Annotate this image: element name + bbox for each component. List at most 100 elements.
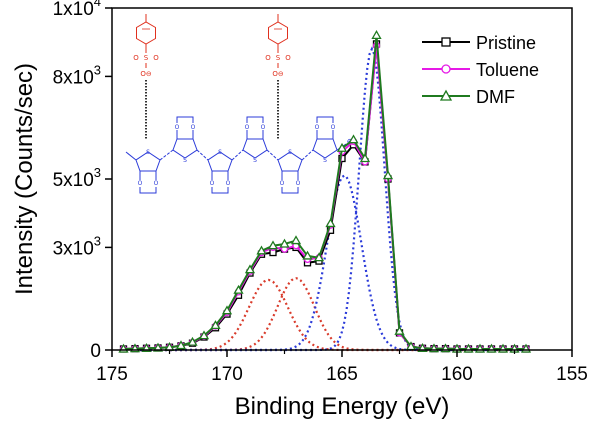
edot-unit: S O O — [135, 149, 161, 194]
y-tick-label: 0 — [90, 341, 101, 362]
y-tick-label: 5x103 — [53, 165, 101, 191]
data-point — [371, 30, 382, 40]
data-point — [394, 325, 405, 335]
y-tick-label: 1x104 — [53, 0, 101, 20]
series-line — [123, 45, 526, 350]
legend-label: DMF — [476, 87, 515, 107]
data-point — [152, 342, 164, 352]
tosylate-anion: O S OO⊖ — [265, 14, 291, 140]
ethylene-bridge — [316, 116, 334, 123]
data-series — [118, 30, 532, 353]
data-point — [233, 284, 244, 294]
x-axis-title: Binding Energy (eV) — [235, 393, 450, 420]
fit-peak-curve — [135, 46, 526, 352]
ether-oxygen: O — [191, 124, 196, 131]
data-point — [348, 134, 359, 144]
data-point — [267, 240, 279, 250]
data-point — [221, 305, 233, 315]
ether-oxygen: O — [226, 180, 231, 187]
legend: Pristine Toluene DMF — [422, 33, 539, 107]
legend-label: Pristine — [476, 33, 536, 53]
data-point — [256, 245, 267, 255]
thiophene-sulfur: S — [218, 149, 222, 156]
data-point — [382, 170, 394, 180]
backbone-bond — [266, 149, 279, 161]
y-axis-title: Intensity (Counts/sec) — [11, 63, 38, 295]
thiophene-ring — [277, 151, 303, 172]
fit-peaks — [135, 46, 526, 352]
data-point — [441, 64, 451, 74]
edot-unit: S O O — [242, 116, 268, 164]
series-toluene — [119, 41, 530, 353]
ether-oxygen: O — [315, 124, 320, 131]
ether-oxygen: O — [280, 180, 285, 187]
ether-oxygen: O — [138, 180, 143, 187]
ether-oxygen: O — [331, 124, 336, 131]
backbone-bond — [196, 149, 209, 161]
sulfonate-oxygen-left: O — [265, 54, 271, 62]
sulfonate-sulfur: S — [276, 54, 281, 62]
ether-oxygen: O — [245, 124, 250, 131]
sulfonate-oxygen-right: O — [285, 54, 291, 62]
y-tick-label: 8x103 — [53, 62, 101, 88]
ether-oxygen: O — [210, 180, 215, 187]
ether-oxygen: O — [175, 124, 180, 131]
sulfonate-sulfur: S — [144, 54, 149, 62]
series-pristine — [119, 40, 530, 353]
thiophene-ring — [242, 138, 268, 159]
thiophene-sulfur: S — [183, 157, 187, 164]
data-point — [313, 252, 325, 262]
thiophene-ring — [172, 138, 198, 159]
ether-oxygen: O — [296, 180, 301, 187]
thiophene-ring — [135, 151, 161, 172]
data-point — [441, 37, 451, 47]
backbone-bond — [301, 149, 314, 161]
ether-oxygen: O — [261, 124, 266, 131]
ethylene-bridge — [176, 116, 194, 123]
edot-unit: S O O — [172, 116, 198, 164]
series-dmf — [118, 30, 532, 353]
tosylate-anion: O S OO⊖ — [133, 14, 159, 140]
benzene-ring — [268, 21, 288, 45]
thiophene-sulfur: S — [146, 149, 150, 156]
edot-unit: S O O — [207, 149, 233, 194]
legend-label: Toluene — [476, 60, 539, 80]
series-line — [123, 35, 526, 350]
x-tick-label: 155 — [556, 364, 588, 385]
x-tick-label: 165 — [326, 364, 358, 385]
thiophene-sulfur: S — [323, 157, 327, 164]
data-point — [210, 320, 221, 330]
y-tick-label: 3x103 — [53, 233, 101, 259]
data-point — [244, 264, 256, 274]
ethylene-bridge — [246, 116, 264, 123]
data-point — [325, 218, 336, 228]
tosylate-charge: O⊖ — [140, 70, 151, 78]
thiophene-sulfur: S — [253, 157, 257, 164]
thiophene-sulfur: S — [288, 149, 292, 156]
fit-peak-curve — [135, 174, 526, 352]
x-tick-label: 160 — [441, 364, 473, 385]
benzene-ring — [136, 21, 156, 45]
backbone-bond — [159, 149, 174, 161]
data-point — [279, 238, 290, 248]
ethylene-bridge — [281, 187, 299, 194]
data-point — [302, 250, 313, 260]
data-point — [198, 330, 210, 340]
tosylate-charge: O⊖ — [272, 70, 283, 78]
data-point — [187, 336, 198, 346]
sulfonate-oxygen-left: O — [133, 54, 139, 62]
ether-oxygen: O — [154, 180, 159, 187]
axes: 175 170 165 160 155 0 3x103 5x103 8x103 1x104 — [53, 0, 588, 385]
thiophene-ring — [312, 138, 338, 159]
chain-end-left — [125, 151, 137, 161]
series-line — [123, 43, 526, 350]
edot-unit: S O O — [277, 149, 303, 194]
thiophene-ring — [207, 151, 233, 172]
data-point — [439, 89, 453, 101]
ethylene-bridge — [211, 187, 229, 194]
data-point — [336, 142, 348, 152]
data-point — [175, 340, 187, 350]
edot-unit: S O O — [312, 116, 338, 164]
